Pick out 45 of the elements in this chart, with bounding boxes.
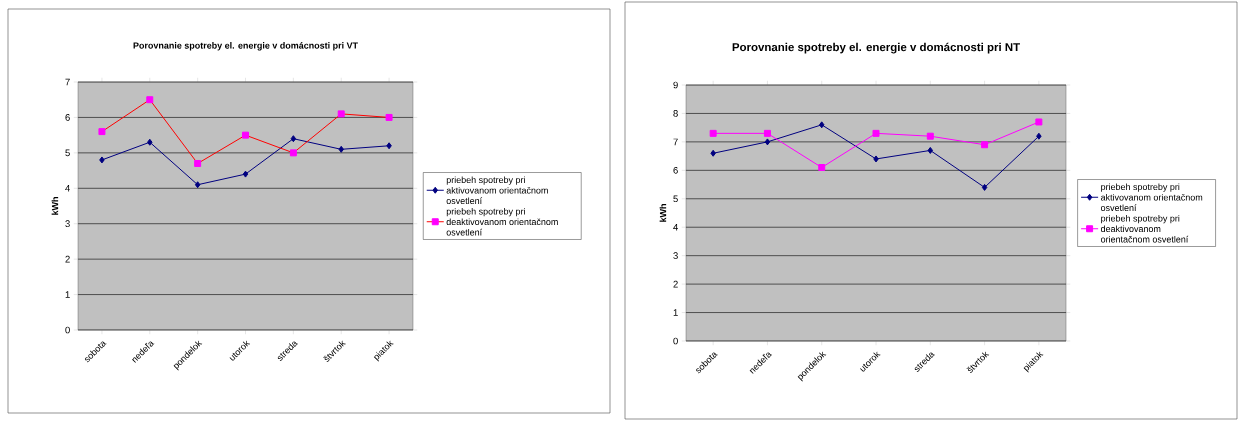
point [981,141,989,149]
point [1035,118,1043,126]
legend-label: priebeh spotreby pri deaktivovanom orientačnom osvetlení [1100,214,1189,243]
point [147,138,153,146]
y-tick-label: 5 [65,149,70,157]
point [926,132,934,140]
y-tick-label: 6 [65,114,70,121]
y-tick-label: 3 [673,252,678,260]
y-tick-label: 0 [65,326,70,334]
y-tick-label: 7 [673,138,678,146]
point [764,138,771,146]
y-axis-title: kWh [51,197,59,215]
point [99,156,105,164]
y-tick-label: 2 [65,255,70,263]
point [1036,132,1042,140]
y-tick-label: 0 [673,337,678,345]
point [290,135,297,143]
point [818,121,825,129]
point [763,129,771,137]
point [872,129,880,137]
legend-label: priebeh spotreby pri deaktivovanom orientačnom osvetlení [446,207,558,236]
y-tick-label: 4 [65,185,70,192]
y-tick-label: 5 [673,195,678,203]
y-tick-label: 1 [673,309,678,316]
chart-title: Porovnanie spotreby el. energie v domácnosti pri NT [732,42,1020,54]
point [338,145,344,153]
y-tick-label: 8 [673,110,678,117]
point [194,181,201,189]
y-tick-label: 2 [673,280,678,288]
point [709,129,717,137]
point [873,155,879,163]
y-axis-title: kWh [659,204,667,222]
y-tick-label: 4 [673,223,678,231]
y-tick-label: 6 [673,166,678,174]
chart-title: Porovnanie spotreby el. energie v domácnosti pri VT [133,42,358,51]
point [981,183,988,191]
point [927,146,934,154]
y-tick-label: 7 [65,78,70,86]
point [818,164,826,171]
point [386,142,392,150]
y-tick-label: 9 [673,81,678,89]
y-tick-label: 3 [65,220,70,228]
y-tick-label: 1 [65,291,70,298]
point [242,170,249,178]
point [710,149,716,157]
